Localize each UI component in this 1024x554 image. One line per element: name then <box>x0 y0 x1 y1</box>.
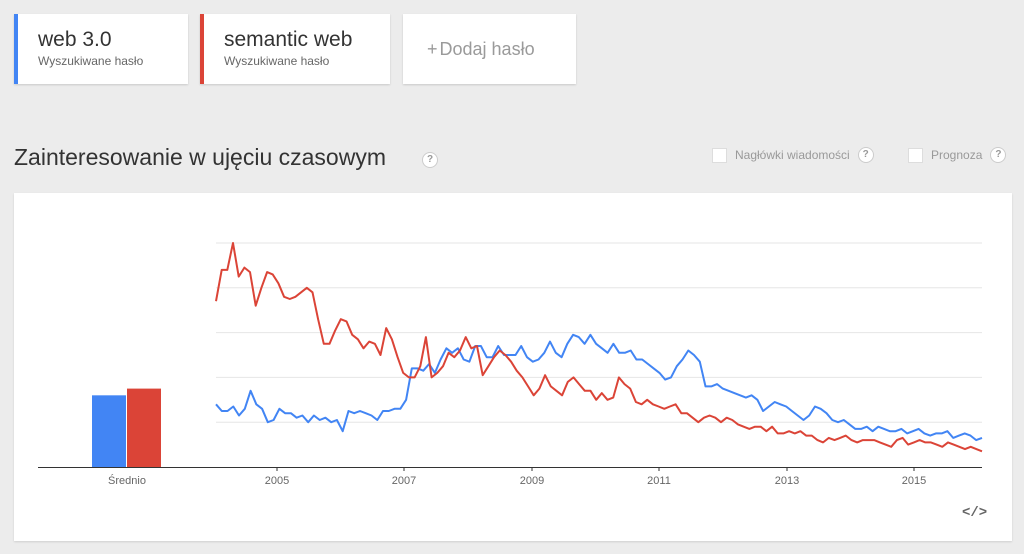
term-card-web30[interactable]: web 3.0 Wyszukiwane hasło <box>14 14 188 84</box>
line-chart: Średnio 2005 2007 2009 2011 2013 2015 <box>38 242 983 487</box>
plus-icon: + <box>427 39 438 59</box>
term-card-semantic-web[interactable]: semantic web Wyszukiwane hasło <box>200 14 390 84</box>
x-tick-label: 2005 <box>265 475 289 487</box>
news-headlines-label: Nagłówki wiadomości <box>735 148 850 162</box>
term-label: semantic web <box>224 28 353 51</box>
add-term-label: + Dodaj hasło <box>427 39 535 60</box>
term-color-bar <box>200 14 204 84</box>
series-line-semantic-web <box>215 242 983 453</box>
help-icon[interactable]: ? <box>990 147 1007 163</box>
section-title: Zainteresowanie w ujęciu czasowym <box>14 144 386 170</box>
term-label: web 3.0 <box>38 28 112 51</box>
x-tick-label: 2013 <box>775 475 799 487</box>
add-term-text: Dodaj hasło <box>439 39 535 59</box>
forecast-option[interactable]: Prognoza ? <box>908 147 1007 163</box>
term-color-bar <box>14 14 18 84</box>
news-headlines-option[interactable]: Nagłówki wiadomości ? <box>712 147 874 163</box>
x-tick-label: 2007 <box>392 475 416 487</box>
forecast-label: Prognoza <box>931 148 983 162</box>
embed-code-icon[interactable]: </> <box>962 505 988 521</box>
interest-over-time-chart: Średnio 2005 2007 2009 2011 2013 2015 </> <box>14 193 1012 541</box>
help-icon[interactable]: ? <box>422 152 438 168</box>
average-bar-web30 <box>92 395 126 467</box>
news-headlines-checkbox[interactable] <box>712 147 727 163</box>
series-line-web30 <box>215 333 983 442</box>
forecast-checkbox[interactable] <box>908 147 923 163</box>
x-tick-label: 2011 <box>647 475 671 487</box>
average-bar-semantic-web <box>127 388 161 467</box>
term-sublabel: Wyszukiwane hasło <box>224 54 330 68</box>
add-term-button[interactable]: + Dodaj hasło <box>403 14 576 84</box>
average-label: Średnio <box>108 474 146 487</box>
help-icon[interactable]: ? <box>857 147 874 163</box>
term-sublabel: Wyszukiwane hasło <box>38 54 144 68</box>
x-tick-label: 2009 <box>520 475 544 487</box>
x-tick-label: 2015 <box>902 475 926 487</box>
